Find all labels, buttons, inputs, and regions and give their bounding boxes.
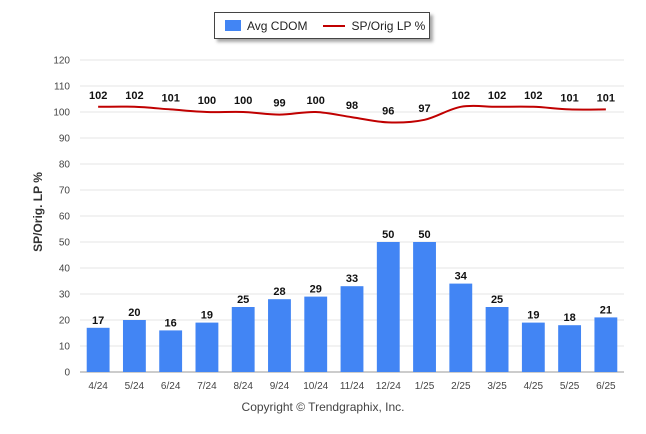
y-tick-label: 60 (59, 212, 71, 223)
bar (231, 307, 255, 372)
line-data-label: 100 (198, 95, 216, 107)
line-data-label: 101 (161, 92, 179, 104)
x-tick-label: 5/25 (560, 381, 580, 392)
bar-data-label: 50 (382, 229, 394, 241)
line-data-label: 101 (560, 92, 578, 104)
legend-item-sp-orig-lp: SP/Orig LP % (307, 19, 425, 33)
y-tick-label: 0 (64, 368, 70, 379)
bar-data-label: 25 (237, 294, 249, 306)
legend-label-avg-cdom: Avg CDOM (247, 18, 308, 33)
line-data-label: 100 (234, 95, 252, 107)
bar (485, 307, 509, 372)
bar-data-label: 21 (600, 304, 612, 316)
bar (86, 327, 110, 372)
bar-data-label: 19 (527, 310, 539, 322)
line-data-label: 100 (307, 95, 325, 107)
y-tick-label: 30 (59, 290, 71, 301)
line-data-label: 96 (382, 105, 394, 117)
legend-swatch-bar (225, 20, 241, 31)
line-data-label: 102 (524, 90, 542, 102)
bar (304, 296, 328, 372)
bar-data-label: 50 (418, 229, 430, 241)
x-tick-label: 6/24 (161, 381, 181, 392)
y-tick-label: 120 (53, 56, 70, 67)
y-tick-label: 110 (54, 82, 70, 93)
y-tick-label: 40 (59, 264, 71, 275)
y-tick-label: 80 (59, 160, 71, 171)
bar-data-label: 19 (201, 310, 213, 322)
bar-data-label: 25 (491, 294, 503, 306)
bar-data-label: 16 (165, 317, 177, 329)
bar (122, 320, 146, 372)
line-data-label: 102 (452, 90, 470, 102)
line-data-label: 102 (89, 90, 107, 102)
legend: Avg CDOM SP/Orig LP % (214, 12, 430, 39)
bar (195, 322, 219, 372)
line-data-label: 97 (418, 103, 430, 115)
x-tick-label: 12/24 (376, 381, 401, 392)
legend-item-avg-cdom: Avg CDOM (215, 19, 307, 33)
x-tick-label: 4/24 (88, 381, 108, 392)
bar-data-label: 18 (563, 312, 575, 324)
line-data-label: 102 (488, 90, 506, 102)
y-tick-label: 100 (53, 108, 70, 119)
line-data-label: 102 (125, 90, 143, 102)
y-tick-label: 10 (59, 342, 71, 353)
x-tick-label: 7/24 (197, 381, 217, 392)
bar-data-label: 20 (128, 307, 140, 319)
line-data-label: 99 (273, 98, 285, 110)
y-axis-label: SP/Orig. LP % (31, 172, 45, 252)
line-data-label: 101 (597, 92, 615, 104)
legend-swatch-line (323, 24, 346, 27)
x-tick-label: 9/24 (270, 381, 290, 392)
x-tick-label: 1/25 (415, 381, 435, 392)
bar (449, 283, 473, 372)
series-line (98, 104, 606, 124)
x-tick-label: 5/24 (125, 381, 145, 392)
bar (159, 330, 183, 372)
bar-data-label: 17 (92, 315, 104, 327)
bar-data-label: 34 (455, 271, 468, 283)
x-tick-label: 11/24 (340, 381, 365, 392)
y-tick-label: 90 (59, 134, 71, 145)
bar (558, 325, 582, 372)
x-tick-label: 4/25 (524, 381, 544, 392)
copyright-text: Copyright © Trendgraphix, Inc. (241, 400, 405, 414)
bar (413, 242, 436, 372)
x-tick-label: 10/24 (303, 381, 328, 392)
bar-data-label: 28 (273, 286, 285, 298)
bar (376, 242, 400, 372)
bar-data-label: 29 (310, 284, 322, 296)
bar-data-label: 33 (346, 273, 358, 285)
line-data-label: 98 (346, 100, 358, 112)
y-tick-label: 70 (59, 186, 71, 197)
bar (340, 286, 364, 372)
x-tick-label: 8/24 (233, 381, 253, 392)
x-tick-label: 3/25 (487, 381, 507, 392)
y-tick-label: 50 (59, 238, 71, 249)
x-tick-label: 6/25 (596, 381, 616, 392)
bar (594, 317, 618, 372)
legend-label-sp-orig-lp: SP/Orig LP % (351, 18, 426, 33)
y-tick-label: 20 (59, 316, 71, 327)
bar (268, 299, 291, 372)
bar (521, 322, 545, 372)
x-tick-label: 2/25 (451, 381, 471, 392)
